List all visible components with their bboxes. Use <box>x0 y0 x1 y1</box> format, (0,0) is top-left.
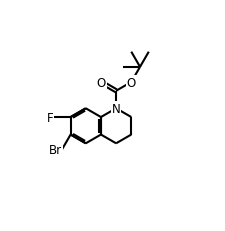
Text: F: F <box>46 111 53 124</box>
Text: O: O <box>96 76 105 89</box>
Text: O: O <box>126 76 135 89</box>
Text: N: N <box>111 102 120 115</box>
Text: Br: Br <box>49 144 62 157</box>
